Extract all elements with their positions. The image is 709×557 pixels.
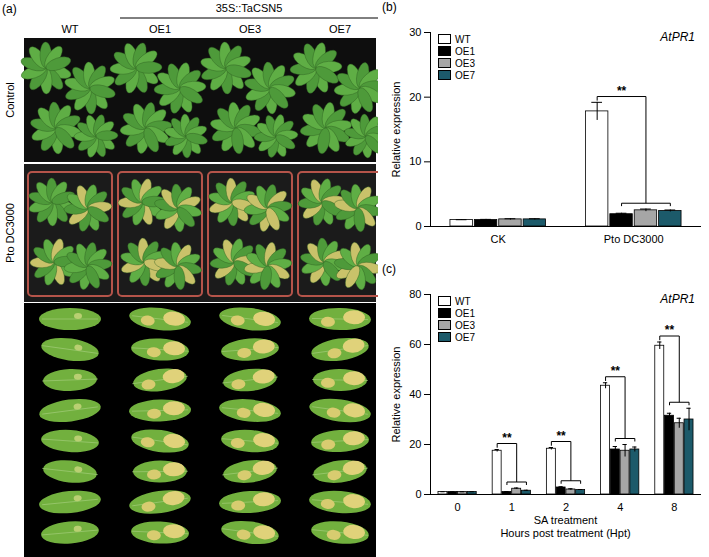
html-text:OE7: OE7 bbox=[455, 332, 475, 343]
html-text:(c): (c) bbox=[382, 262, 396, 276]
svg-text:60: 60 bbox=[409, 338, 421, 350]
svg-text:**: ** bbox=[611, 364, 621, 378]
svg-text:4: 4 bbox=[617, 501, 623, 513]
svg-text:Relative expression: Relative expression bbox=[390, 82, 402, 178]
svg-text:(a): (a) bbox=[2, 2, 17, 16]
html-text:OE7: OE7 bbox=[455, 70, 475, 81]
svg-text:8: 8 bbox=[671, 501, 677, 513]
svg-text:CK: CK bbox=[491, 233, 507, 245]
svg-text:1: 1 bbox=[509, 501, 515, 513]
html-text:OE3: OE3 bbox=[455, 58, 475, 69]
svg-text:40: 40 bbox=[409, 388, 421, 400]
html-text:OE1: OE1 bbox=[455, 308, 475, 319]
svg-text:**: ** bbox=[502, 431, 512, 445]
svg-text:0: 0 bbox=[415, 488, 421, 500]
svg-text:Pto DC3000: Pto DC3000 bbox=[604, 233, 664, 245]
svg-text:0: 0 bbox=[455, 501, 461, 513]
html-text:OE1: OE1 bbox=[455, 46, 475, 57]
svg-text:0: 0 bbox=[415, 220, 421, 232]
svg-text:20: 20 bbox=[409, 438, 421, 450]
html-text:(b): (b) bbox=[382, 0, 397, 14]
html-text:AtPR1: AtPR1 bbox=[660, 292, 695, 306]
html-text:WT: WT bbox=[455, 296, 471, 307]
svg-text:10: 10 bbox=[409, 155, 421, 167]
html-text:AtPR1: AtPR1 bbox=[660, 30, 695, 44]
svg-text:OE1: OE1 bbox=[149, 23, 171, 35]
svg-text:**: ** bbox=[556, 429, 566, 443]
svg-text:Control: Control bbox=[4, 82, 16, 117]
svg-text:OE7: OE7 bbox=[329, 23, 351, 35]
html-text:Hours post treatment (Hpt): Hours post treatment (Hpt) bbox=[500, 527, 631, 539]
svg-text:2: 2 bbox=[563, 501, 569, 513]
svg-text:20: 20 bbox=[409, 91, 421, 103]
svg-text:**: ** bbox=[665, 323, 675, 337]
svg-text:35S::TaCSN5: 35S::TaCSN5 bbox=[216, 2, 283, 14]
html-text:WT: WT bbox=[455, 34, 471, 45]
svg-text:**: ** bbox=[617, 84, 627, 98]
html-text:OE3: OE3 bbox=[455, 320, 475, 331]
svg-text:Pto DC3000: Pto DC3000 bbox=[4, 203, 16, 263]
svg-text:Relative expression: Relative expression bbox=[390, 347, 402, 443]
svg-text:30: 30 bbox=[409, 26, 421, 38]
svg-text:80: 80 bbox=[409, 288, 421, 300]
svg-text:WT: WT bbox=[61, 23, 78, 35]
html-text:SA treatment: SA treatment bbox=[533, 514, 598, 526]
svg-text:OE3: OE3 bbox=[239, 23, 261, 35]
